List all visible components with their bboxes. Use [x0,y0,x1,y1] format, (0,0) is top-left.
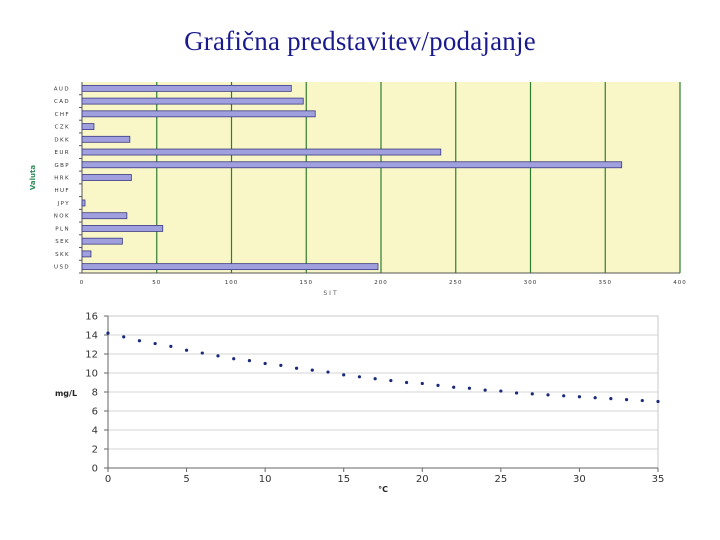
data-point [656,399,660,404]
y-tick-label: DKK [54,137,70,143]
x-axis-label: °C [378,485,388,494]
data-point [137,339,142,343]
bar [81,199,86,207]
data-point [577,395,582,399]
bar [81,263,379,271]
y-tick-label: CZK [55,125,70,131]
x-tick-label: 150 [300,280,314,286]
data-point [420,381,424,386]
x-tick-label: 0 [80,280,85,286]
x-tick-label: 5 [183,474,189,485]
y-tick-label: PLN [55,226,70,232]
y-tick-label: 4 [92,426,98,437]
data-point [624,398,629,402]
slide-title: Grafična predstavitev/podajanje [184,26,536,56]
data-point [467,386,472,390]
bar [81,237,123,245]
y-tick-label: HRK [54,176,70,182]
y-tick-label: 12 [85,350,98,361]
x-tick-label: 10 [259,474,272,485]
x-tick-label: 30 [573,474,586,485]
data-point [310,368,314,372]
bar [81,225,164,232]
data-point [640,398,644,403]
y-tick-label: 0 [92,464,98,475]
bar [81,250,92,258]
y-tick-label: JPY [57,201,70,207]
y-tick-label: 10 [85,369,98,380]
data-point [122,335,126,339]
data-point [263,361,267,366]
x-tick-label: 20 [416,474,429,485]
data-point [514,391,519,395]
data-point [530,392,534,396]
y-tick-label: SKK [55,252,70,258]
bar [81,110,316,118]
y-tick-label: SEK [55,239,70,245]
y-tick-label: CAD [54,99,70,105]
data-point [357,375,362,379]
y-tick-label: AUD [54,86,70,92]
bar [81,135,131,143]
data-point [436,383,440,387]
bar [81,148,442,156]
data-point [247,359,252,363]
currency-bar-chart: 0 50 100 150 200 250 300 350 400 AUD CAD CHF CZK DKK E… [29,82,687,297]
y-tick-label: CHF [55,112,70,118]
data-point [546,393,550,397]
x-tick-label: 0 [105,474,111,485]
x-axis-label: SIT [323,290,338,297]
y-axis-label: Valuta [29,165,37,190]
data-point [169,344,173,348]
data-point [499,389,503,393]
y-tick-label: 14 [85,331,98,342]
bar [81,123,95,130]
y-tick-label: 8 [92,388,98,399]
x-tick-label: 200 [374,280,388,286]
bar [81,174,132,181]
data-point [153,341,157,346]
y-tick-label: HUF [54,188,70,194]
data-point [200,351,204,355]
data-point [373,377,377,381]
y-tick-label: EUR [54,150,70,156]
x-tick-label: 50 [152,280,161,286]
y-tick-label: 6 [92,407,98,418]
data-point [389,379,393,383]
y-tick-label: USD [54,265,70,271]
y-tick-label: 2 [92,445,98,456]
x-tick-label: 250 [449,280,463,286]
data-point [593,396,597,400]
bar [81,84,292,92]
data-point [326,370,330,374]
data-point [452,385,456,389]
data-point [342,373,346,377]
data-point [232,357,236,361]
data-point [562,394,566,398]
y-tick-label: 16 [85,312,98,323]
y-axis-label: mg/L [55,389,77,398]
x-tick-label: 350 [599,280,613,286]
data-point [609,397,613,401]
data-point [279,363,283,367]
data-point [184,348,189,352]
data-point [404,380,409,385]
data-point [483,388,487,392]
x-tick-label: 35 [652,474,665,485]
bar [81,212,128,220]
y-tick-label: NOK [54,214,70,220]
x-tick-label: 100 [225,280,239,286]
x-tick-label: 15 [337,474,350,485]
data-point [294,366,299,370]
x-tick-label: 300 [524,280,538,286]
x-tick-label: 400 [673,280,687,286]
x-tick-label: 25 [494,474,507,485]
data-point [216,354,220,358]
bar [81,161,623,169]
bar [81,97,304,105]
data-point [106,331,110,335]
y-tick-label: GBP [54,163,70,169]
